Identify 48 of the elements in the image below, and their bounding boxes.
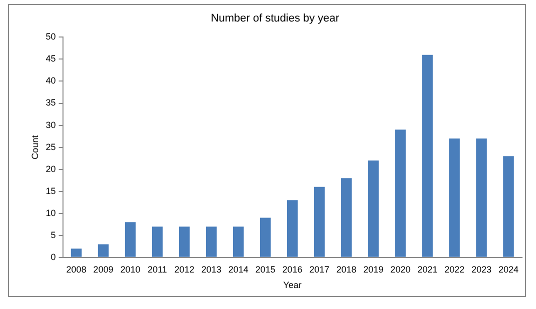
bar [314, 186, 325, 257]
y-axis-title: Count [30, 134, 40, 160]
x-tick-label: 2008 [66, 264, 86, 274]
y-tick-label: 45 [46, 54, 56, 64]
x-tick-label: 2022 [444, 264, 464, 274]
bar [178, 226, 190, 257]
bar [368, 160, 379, 257]
bar [98, 244, 109, 257]
y-tick-label: 35 [46, 98, 56, 108]
x-tick-label: 2021 [417, 264, 438, 274]
bar [422, 54, 433, 257]
bar [152, 226, 163, 257]
y-tick-label: 50 [46, 32, 56, 42]
x-tick-label: 2015 [255, 264, 276, 274]
x-tick-label: 2013 [201, 264, 222, 274]
y-tick-label: 5 [50, 230, 56, 240]
bar [449, 138, 460, 257]
x-tick-label: 2010 [120, 264, 140, 274]
bar [287, 200, 298, 257]
x-tick-label: 2012 [174, 264, 194, 274]
y-tick-label: 40 [46, 76, 56, 86]
x-tick-label: 2014 [228, 264, 248, 274]
bar [395, 130, 406, 257]
bar [70, 248, 82, 257]
y-tick-label: 30 [46, 120, 56, 130]
x-axis-title: Year [283, 280, 302, 290]
x-tick-label: 2020 [390, 264, 410, 274]
x-tick-label: 2023 [471, 264, 492, 274]
x-tick-label: 2024 [498, 264, 519, 274]
y-tick-label: 10 [46, 208, 56, 218]
x-tick-label: 2018 [336, 264, 356, 274]
y-tick-label: 15 [46, 186, 56, 196]
x-tick-label: 2017 [309, 264, 330, 274]
x-tick-label: 2016 [282, 264, 302, 274]
x-tick-label: 2009 [93, 264, 114, 274]
bar [232, 226, 244, 257]
bar [206, 226, 217, 257]
x-tick-label: 2019 [363, 264, 384, 274]
x-tick-label: 2011 [148, 264, 168, 274]
bar [124, 222, 136, 257]
bar [503, 156, 514, 257]
y-tick-label: 0 [50, 252, 56, 262]
bar [260, 218, 271, 257]
bar [476, 138, 487, 257]
y-tick-label: 20 [46, 164, 56, 174]
y-tick-label: 25 [46, 142, 56, 152]
chart-title: Number of studies by year [210, 12, 340, 25]
bar [341, 178, 352, 257]
